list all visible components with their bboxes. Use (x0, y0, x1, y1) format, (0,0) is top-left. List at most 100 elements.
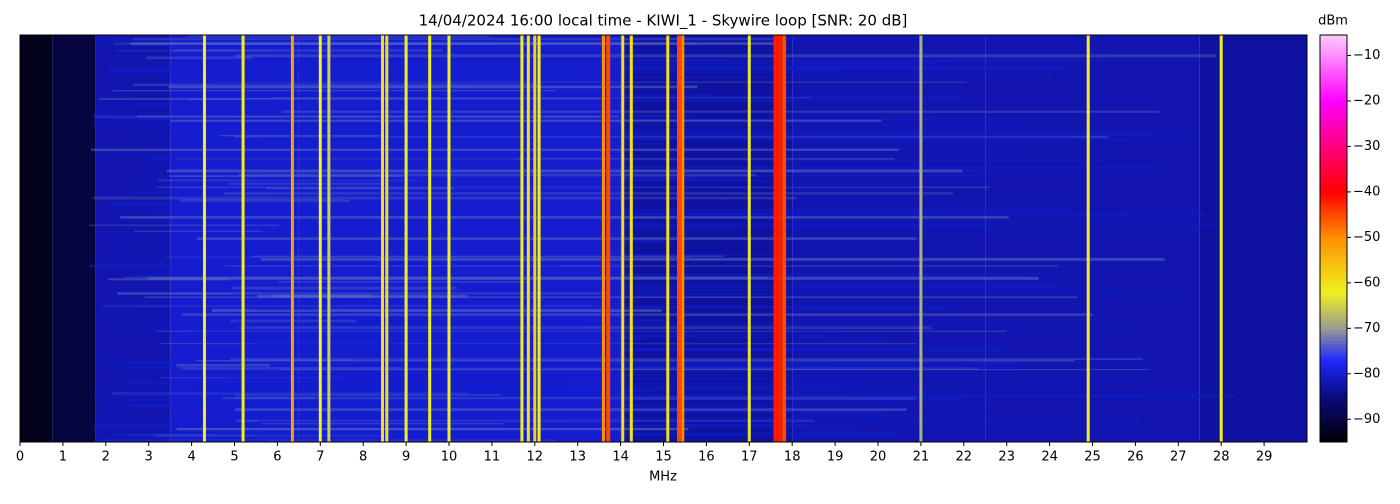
signal (677, 35, 682, 442)
colorbar-step (1320, 201, 1347, 206)
colorbar-step (1320, 51, 1347, 56)
colorbar-step (1320, 421, 1347, 426)
texture (173, 330, 432, 332)
colorbar-step (1320, 292, 1347, 297)
colorbar-step (1320, 435, 1347, 440)
colorbar-step (1320, 289, 1347, 294)
texture (255, 223, 1219, 226)
signal (681, 35, 685, 442)
texture (257, 433, 497, 437)
texture (151, 159, 1108, 161)
texture (254, 334, 697, 338)
colorbar-step (1320, 187, 1347, 192)
signal (428, 35, 432, 442)
noise-floor (52, 35, 96, 442)
colorbar-step (1320, 401, 1347, 406)
colorbar-step (1320, 377, 1347, 382)
texture (270, 93, 714, 97)
texture (191, 349, 804, 352)
signal (318, 35, 322, 442)
x-tick-label: 9 (402, 450, 410, 465)
colorbar-step (1320, 160, 1347, 165)
colorbar-step (1320, 306, 1347, 311)
texture (115, 390, 601, 393)
texture (161, 123, 1025, 126)
colorbar-step (1320, 350, 1347, 355)
texture (91, 125, 229, 128)
noise-floor (620, 35, 793, 442)
texture (188, 98, 435, 101)
colorbar-step (1320, 299, 1347, 304)
texture (263, 292, 1170, 294)
x-tick-label: 5 (230, 450, 238, 465)
texture (230, 293, 794, 296)
signal (526, 35, 530, 442)
x-tick-label: 29 (1256, 450, 1273, 465)
texture (242, 359, 353, 361)
colorbar-tick-label: −30 (1353, 139, 1380, 154)
x-tick-label: 25 (1084, 450, 1101, 465)
colorbar-step (1320, 45, 1347, 50)
texture (252, 342, 396, 346)
texture (205, 142, 665, 146)
colorbar-step (1320, 146, 1347, 151)
x-tick-label: 20 (870, 450, 887, 465)
x-tick-label: 13 (569, 450, 586, 465)
colorbar-step (1320, 384, 1347, 389)
colorbar-step (1320, 245, 1347, 250)
x-tick-label: 22 (956, 450, 973, 465)
texture (122, 361, 262, 365)
colorbar-step (1320, 65, 1347, 70)
texture (239, 403, 443, 406)
texture (148, 221, 656, 224)
signal (537, 35, 541, 442)
colorbar-step (1320, 116, 1347, 121)
signal (381, 35, 385, 442)
colorbar-step (1320, 380, 1347, 385)
colorbar-step (1320, 123, 1347, 128)
colorbar-step (1320, 157, 1347, 161)
texture (130, 102, 394, 105)
texture (119, 383, 1078, 386)
colorbar-step (1320, 82, 1347, 87)
colorbar-step (1320, 367, 1347, 372)
colorbar-step (1320, 316, 1347, 321)
texture (260, 257, 1165, 261)
texture (129, 84, 603, 86)
x-tick-label: 14 (612, 450, 629, 465)
texture (93, 114, 694, 118)
texture (197, 237, 917, 240)
colorbar-step (1320, 177, 1347, 182)
x-tick-label: 23 (998, 450, 1015, 465)
texture (277, 281, 531, 283)
colorbar-step (1320, 428, 1347, 433)
texture (214, 244, 409, 248)
x-tick-label: 18 (784, 450, 801, 465)
texture (170, 176, 698, 179)
texture (211, 316, 297, 319)
texture (166, 397, 963, 401)
texture (235, 408, 907, 411)
texture (256, 352, 414, 355)
texture (202, 291, 678, 293)
x-axis-label: MHz (649, 470, 677, 485)
texture (153, 324, 1012, 327)
colorbar-step (1320, 411, 1347, 416)
signal (241, 35, 245, 442)
texture (233, 117, 576, 119)
signal (782, 35, 787, 442)
signal (520, 35, 524, 442)
texture (235, 54, 1216, 58)
texture (206, 365, 963, 367)
colorbar-step (1320, 431, 1347, 436)
x-tick-label: 27 (1170, 450, 1187, 465)
colorbar-step (1320, 279, 1347, 284)
texture (126, 382, 868, 385)
texture (165, 374, 1062, 377)
colorbar-step (1320, 394, 1347, 399)
colorbar-step (1320, 252, 1347, 256)
colorbar-step (1320, 38, 1347, 43)
texture (104, 104, 430, 107)
colorbar-step (1320, 255, 1347, 260)
x-tick-label: 24 (1041, 450, 1058, 465)
